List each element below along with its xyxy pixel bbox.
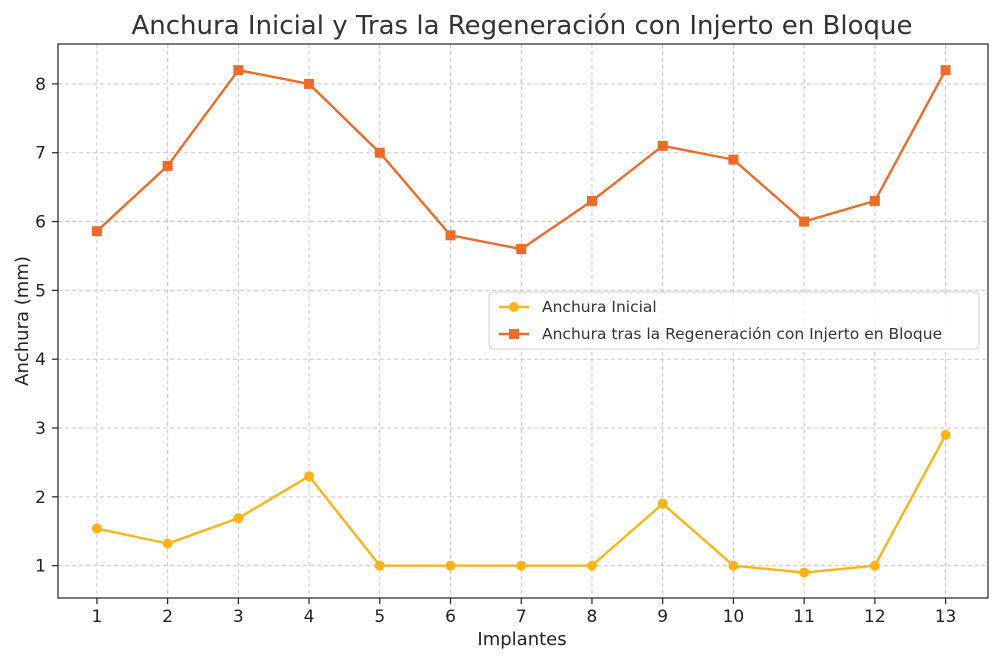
data-point xyxy=(728,560,739,571)
x-tick-label: 13 xyxy=(935,607,957,627)
data-point xyxy=(162,538,173,549)
y-tick-label: 1 xyxy=(35,557,46,577)
data-point xyxy=(233,65,244,76)
data-point xyxy=(374,560,385,571)
legend-label: Anchura Inicial xyxy=(542,298,657,316)
y-tick-label: 7 xyxy=(35,144,46,164)
data-point xyxy=(869,195,880,206)
data-point xyxy=(374,147,385,158)
data-point xyxy=(586,560,597,571)
data-point xyxy=(162,160,173,171)
legend: Anchura Inicial Anchura tras la Regenerac… xyxy=(488,291,980,350)
x-tick-label: 4 xyxy=(304,607,315,627)
data-point xyxy=(799,567,810,578)
data-point xyxy=(304,78,315,89)
x-tick-label: 12 xyxy=(864,607,886,627)
y-tick-label: 5 xyxy=(35,281,46,301)
x-tick-label: 9 xyxy=(657,607,668,627)
data-point xyxy=(940,429,951,440)
y-tick-label: 8 xyxy=(35,75,46,95)
legend-marker xyxy=(509,302,519,312)
data-point xyxy=(91,226,102,237)
data-point xyxy=(516,244,527,255)
y-axis-label: Anchura (mm) xyxy=(12,256,33,386)
data-point xyxy=(657,498,668,509)
x-tick-label: 5 xyxy=(374,607,385,627)
data-point xyxy=(869,560,880,571)
legend-item: Anchura tras la Regeneración con Injerto… xyxy=(499,325,942,343)
series-2 xyxy=(91,65,951,255)
data-point xyxy=(445,230,456,241)
x-tick-label: 8 xyxy=(587,607,598,627)
x-tick-label: 11 xyxy=(793,607,815,627)
data-point xyxy=(516,560,527,571)
data-point xyxy=(940,65,951,76)
data-point xyxy=(304,471,315,482)
legend-label: Anchura tras la Regeneración con Injerto… xyxy=(542,325,942,343)
data-point xyxy=(445,560,456,571)
chart-title: Anchura Inicial y Tras la Regeneración c… xyxy=(132,11,913,41)
x-axis-label: Implantes xyxy=(477,629,566,650)
x-tick-label: 6 xyxy=(445,607,456,627)
legend-item: Anchura Inicial xyxy=(499,298,657,316)
data-point xyxy=(728,154,739,165)
x-tick-label: 2 xyxy=(162,607,173,627)
legend-marker xyxy=(509,329,519,339)
x-tick-label: 3 xyxy=(233,607,244,627)
data-point xyxy=(586,195,597,206)
x-tick-label: 1 xyxy=(91,607,102,627)
data-point xyxy=(657,140,668,151)
series-layer xyxy=(91,65,951,578)
y-tick-label: 4 xyxy=(35,350,46,370)
y-tick-label: 2 xyxy=(35,488,46,508)
x-tick-label: 10 xyxy=(723,607,745,627)
data-point xyxy=(233,513,244,524)
y-tick-label: 6 xyxy=(35,213,46,233)
data-point xyxy=(91,523,102,534)
legend-box xyxy=(488,291,980,350)
y-tick-label: 3 xyxy=(35,419,46,439)
plot-frame xyxy=(57,43,989,599)
x-tick-label: 7 xyxy=(516,607,527,627)
data-point xyxy=(799,216,810,227)
series-1 xyxy=(91,429,951,578)
